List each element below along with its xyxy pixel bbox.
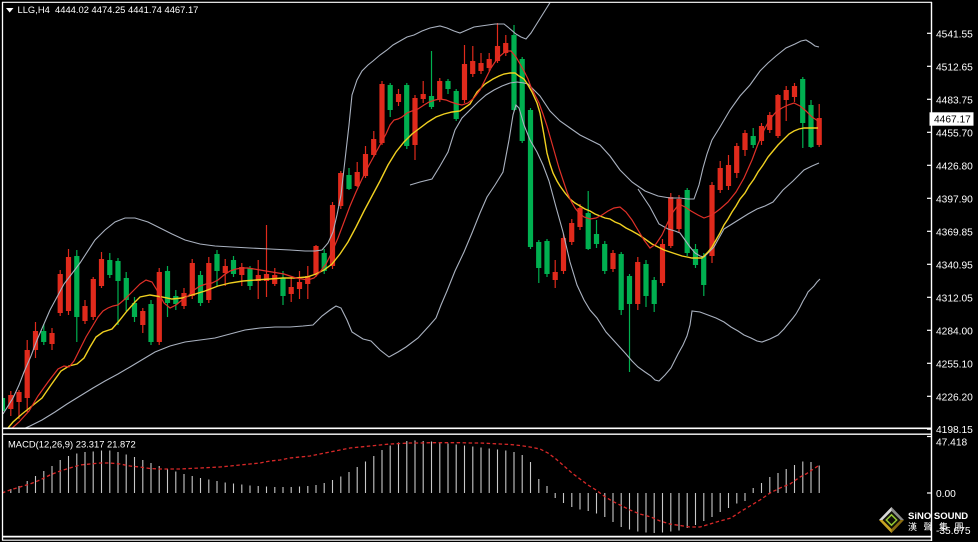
svg-text:MACD(12,26,9) 23.317 21.872: MACD(12,26,9) 23.317 21.872 [8, 439, 136, 450]
svg-text:SiNO SOUND: SiNO SOUND [908, 511, 968, 522]
svg-text:漢聲集團: 漢聲集團 [908, 521, 970, 532]
svg-text:4198.15: 4198.15 [936, 425, 973, 436]
svg-text:4512.65: 4512.65 [936, 62, 973, 73]
svg-text:4369.85: 4369.85 [936, 227, 973, 238]
svg-text:4467.17: 4467.17 [934, 115, 971, 126]
svg-text:4226.20: 4226.20 [936, 392, 973, 403]
svg-text:4397.90: 4397.90 [936, 194, 973, 205]
svg-text:0.00: 0.00 [936, 489, 956, 500]
svg-text:4255.10: 4255.10 [936, 359, 973, 370]
svg-text:4284.00: 4284.00 [936, 326, 973, 337]
svg-text:4455.70: 4455.70 [936, 128, 973, 139]
svg-text:4312.05: 4312.05 [936, 293, 973, 304]
svg-text:-35.675: -35.675 [936, 526, 971, 537]
svg-text:4426.80: 4426.80 [936, 161, 973, 172]
svg-text:LLG,H4 4444.02 4474.25 4441.7: LLG,H4 4444.02 4474.25 4441.74 4467.17 [18, 4, 199, 15]
svg-text:4541.55: 4541.55 [936, 29, 973, 40]
svg-text:4340.95: 4340.95 [936, 260, 973, 271]
svg-text:4483.75: 4483.75 [936, 95, 973, 106]
svg-text:47.418: 47.418 [936, 438, 967, 449]
